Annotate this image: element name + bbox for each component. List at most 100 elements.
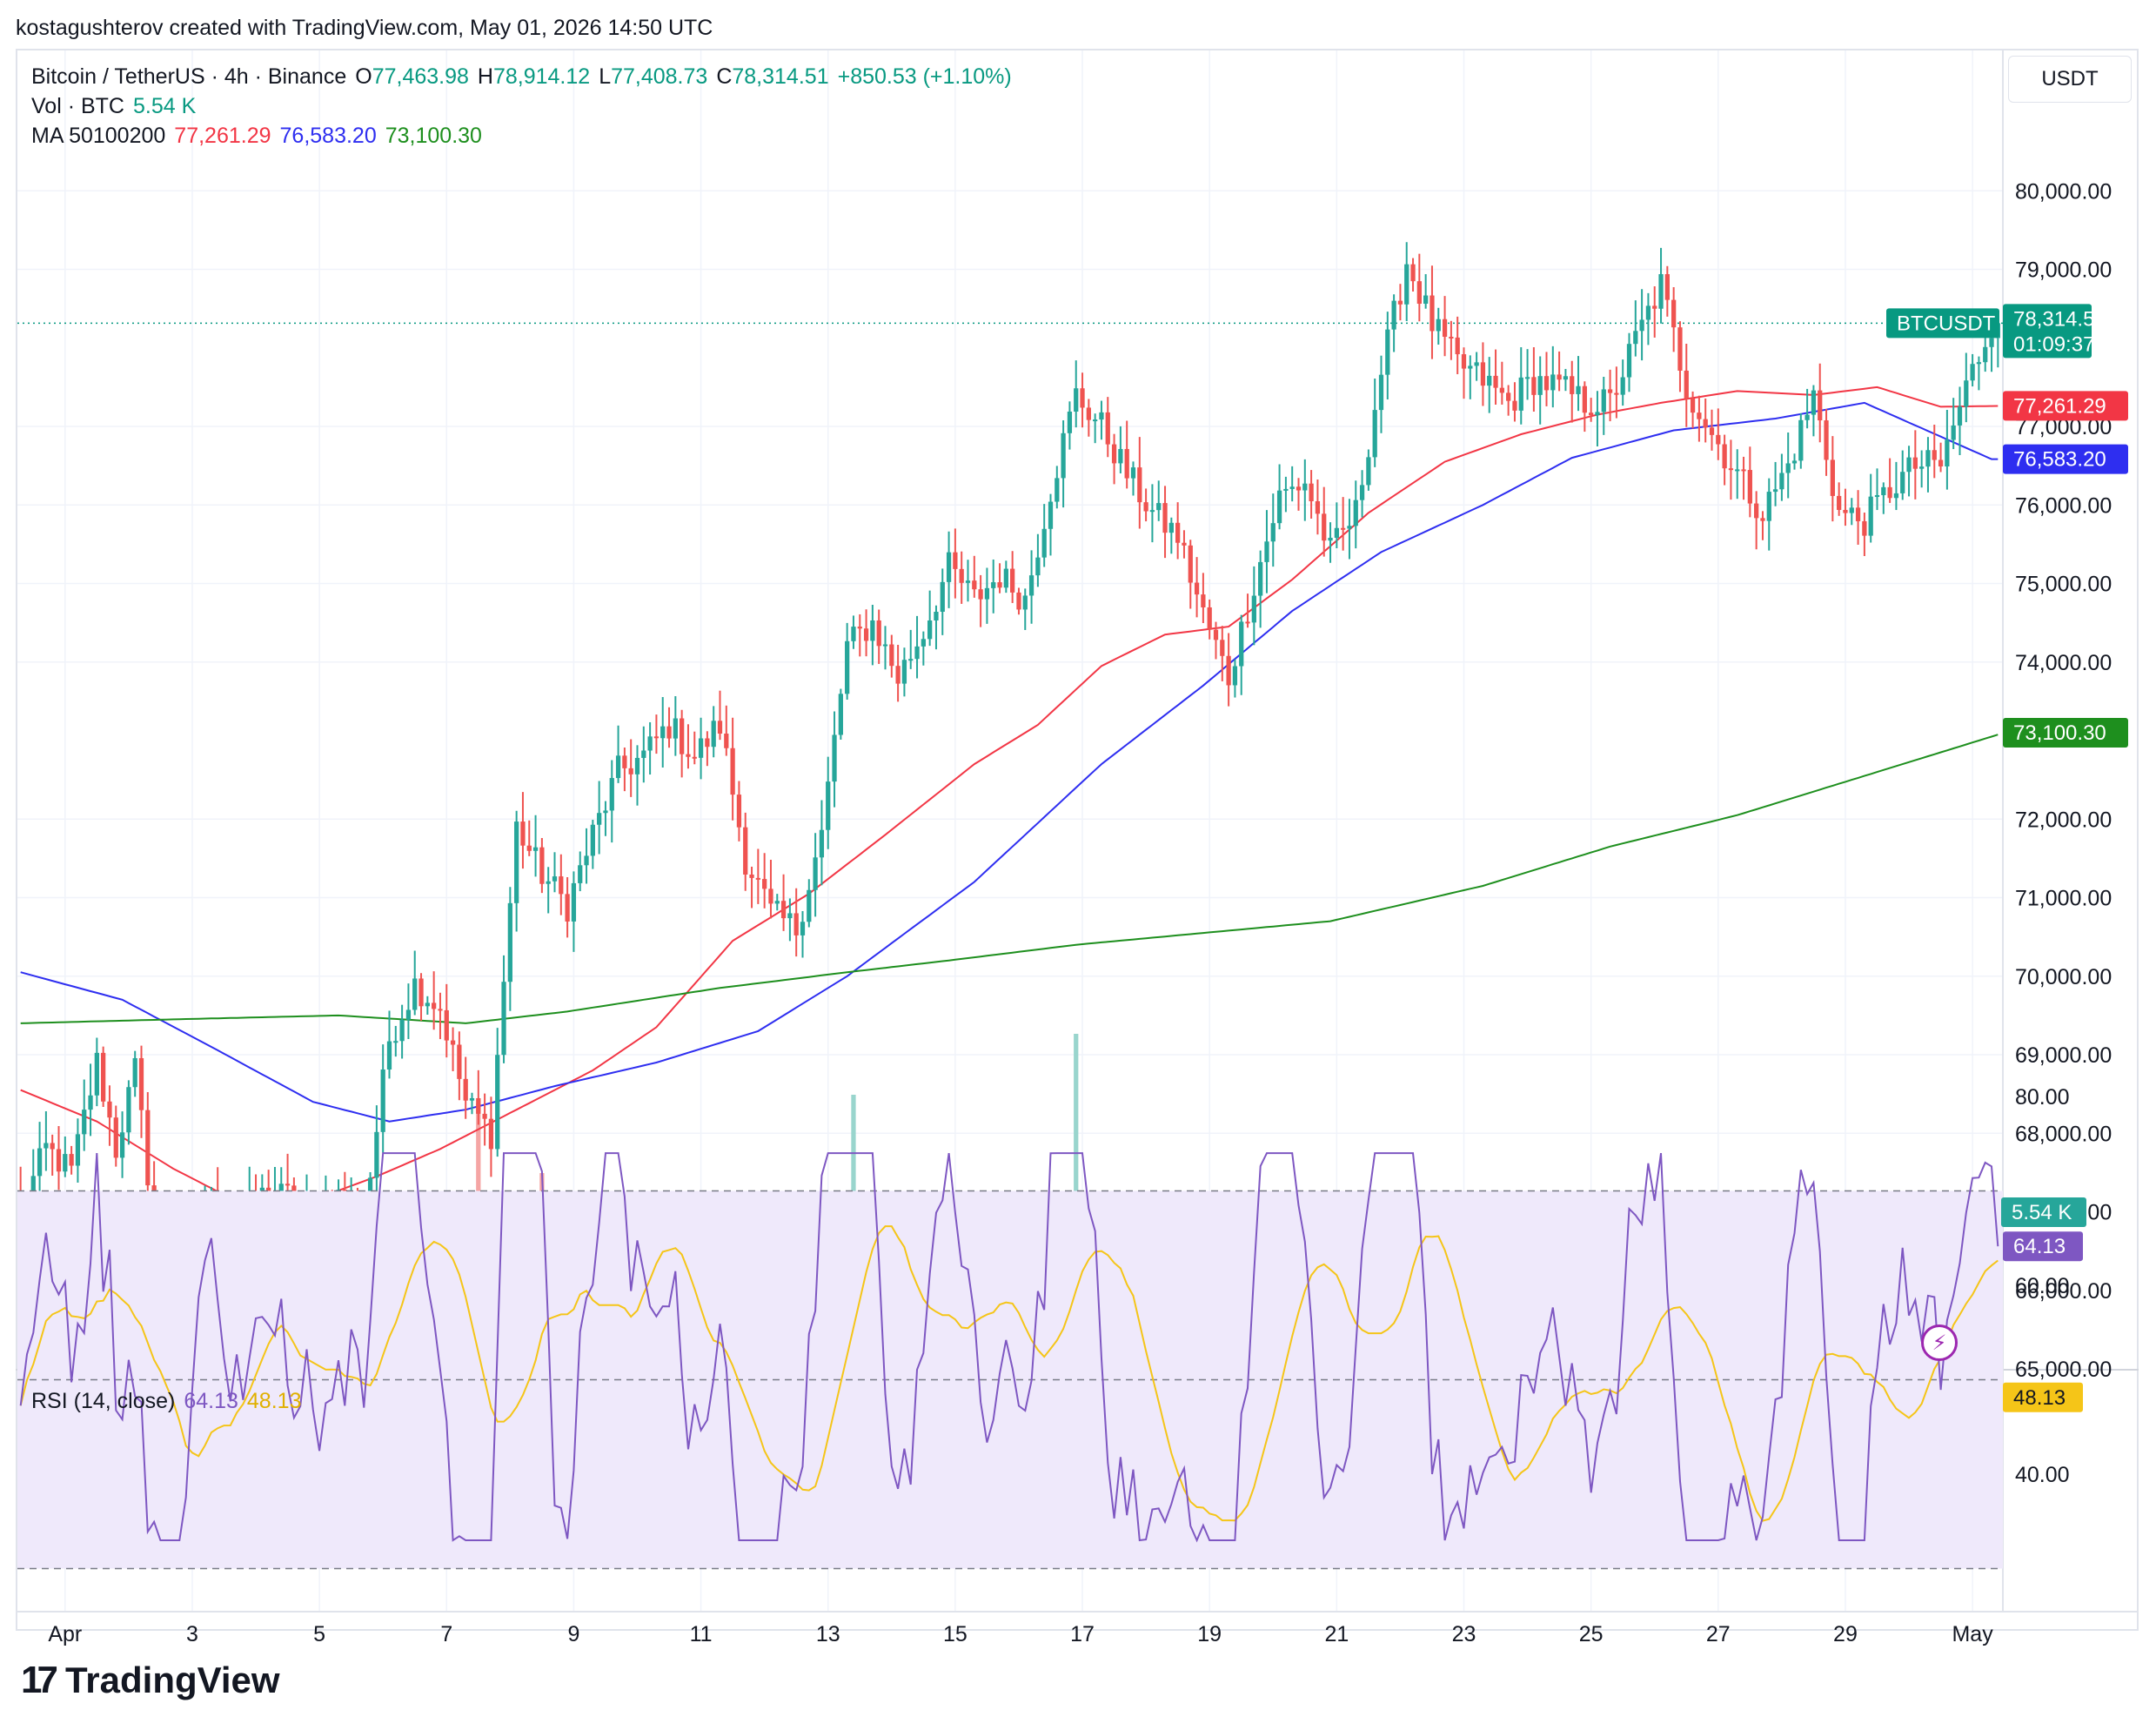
candle (965, 560, 971, 602)
candle (882, 626, 888, 670)
candle-body (495, 1055, 500, 1150)
candle-body (1074, 388, 1079, 412)
candle-body (793, 913, 799, 935)
candle-body (1537, 376, 1543, 395)
candle (1919, 450, 1925, 488)
candle (113, 1105, 118, 1167)
candle (1722, 434, 1727, 486)
ma200-tag-text: 73,100.30 (2013, 721, 2106, 745)
change-value: +850.53 (+1.10%) (837, 64, 1012, 89)
candle (1595, 391, 1600, 447)
ma100-tag: 76,583.20 (2003, 444, 2128, 474)
candle-body (1436, 319, 1441, 332)
candle (132, 1050, 137, 1097)
candle (1798, 412, 1804, 469)
candle-body (1855, 507, 1861, 521)
candle-body (1168, 522, 1174, 533)
candle (126, 1080, 131, 1145)
candle (1404, 242, 1409, 322)
price-tick-label: 74,000.00 (2015, 651, 2112, 675)
candle-body (1887, 486, 1892, 499)
candle-body (1830, 459, 1835, 496)
candle (1633, 300, 1638, 357)
candle (972, 555, 977, 598)
candle-body (1182, 542, 1187, 546)
candle-body (1270, 523, 1276, 542)
candle (1239, 614, 1244, 695)
ma100-tag-bg (2003, 444, 2128, 474)
ma-legend[interactable]: MA 50100200 77,261.29 76,583.20 73,100.30 (31, 124, 491, 149)
candle-body (1322, 513, 1327, 541)
candle-body (63, 1154, 68, 1172)
candle-body (1690, 398, 1696, 413)
candle-body (1048, 501, 1054, 529)
candle (1264, 510, 1269, 593)
candle (469, 1092, 475, 1115)
candle-body (819, 829, 825, 858)
lightning-icon[interactable]: ⚡ (1921, 1324, 1958, 1361)
time-tick-label: 25 (1579, 1622, 1604, 1646)
time-tick-label: May (1952, 1622, 1993, 1646)
candle-body (584, 855, 589, 866)
candle (1385, 312, 1390, 399)
candle (526, 820, 532, 856)
price-unit-button[interactable]: USDT (2008, 56, 2132, 103)
candle (1258, 550, 1263, 628)
candle (1003, 560, 1008, 593)
candle-body (1576, 386, 1581, 394)
candle (787, 898, 793, 942)
candle (780, 874, 787, 931)
candle-body (768, 888, 773, 904)
rsi-legend[interactable]: RSI (14, close) 64.13 48.13 (31, 1389, 310, 1414)
candle-body (1989, 338, 1994, 347)
candle (1251, 566, 1256, 646)
candle (793, 888, 799, 957)
candle (1391, 294, 1396, 352)
candle (559, 854, 564, 915)
volume-tag-bg (2001, 1197, 2086, 1227)
candle-body (412, 978, 418, 1010)
candle (1524, 349, 1530, 400)
candle (138, 1045, 144, 1138)
chart-credit: kostagushterov created with TradingView.… (16, 16, 713, 40)
tradingview-mark-icon: 17 (21, 1659, 58, 1701)
candle (927, 590, 933, 647)
ma100-line (20, 401, 1999, 1123)
candle (1149, 484, 1155, 543)
candle-body (1785, 463, 1791, 473)
candle-body (444, 1009, 449, 1041)
candle-body (405, 1009, 412, 1020)
candle (622, 748, 627, 792)
candle (495, 1028, 500, 1157)
candle-body (1334, 527, 1339, 538)
candle-body (1487, 375, 1492, 386)
candle-body (1531, 377, 1537, 395)
time-axis: Apr 3 5 7 9 11 13 15 17 19 21 23 25 27 29 May (48, 1622, 1993, 1646)
rsi-ma-tag: 48.13 (2003, 1382, 2083, 1412)
candle (1506, 385, 1511, 416)
candle-body (1557, 374, 1562, 380)
tradingview-logo[interactable]: 17 TradingView (21, 1659, 280, 1702)
candle (1105, 397, 1110, 458)
candle-body (984, 587, 990, 600)
candle-body (546, 881, 551, 884)
candle-body (851, 627, 856, 641)
symbol-title[interactable]: Bitcoin / TetherUS · 4h · Binance (31, 64, 347, 89)
candle (819, 800, 825, 886)
candle-body (1518, 377, 1523, 411)
volume-legend[interactable]: Vol · BTC 5.54 K (31, 94, 204, 119)
candle-body (680, 718, 685, 754)
candle (1900, 450, 1905, 500)
candle (1855, 490, 1861, 545)
ohlc-legend[interactable]: Bitcoin / TetherUS · 4h · Binance O77,463… (31, 64, 1021, 90)
candle-body (1945, 439, 1950, 467)
candle (1353, 480, 1358, 549)
candle (1296, 478, 1302, 511)
candle-body (1245, 621, 1250, 624)
candle-body (1124, 448, 1129, 479)
candle-body (1067, 412, 1073, 433)
candle (1589, 398, 1594, 422)
candle (634, 745, 640, 806)
candle-body (1416, 281, 1422, 305)
